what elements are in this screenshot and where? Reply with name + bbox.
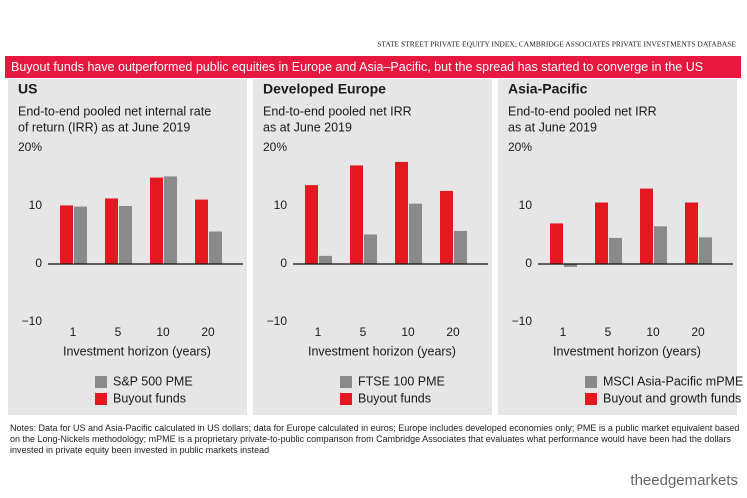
y-tick-label: 10 <box>274 198 288 212</box>
legend-swatch <box>585 393 597 405</box>
bar <box>164 176 177 264</box>
legend-swatch <box>95 376 107 388</box>
bar <box>454 230 467 264</box>
bar <box>150 177 163 264</box>
x-axis-label: Investment horizon (years) <box>308 344 456 358</box>
legend-label: MSCI Asia-Pacific mPME <box>603 374 743 388</box>
panel-subtitle: as at June 2019 <box>508 120 597 134</box>
x-tick-label: 5 <box>605 325 612 339</box>
y-tick-label: 0 <box>35 256 42 270</box>
bar <box>609 237 622 264</box>
watermark: theedgemarkets <box>630 472 738 489</box>
y-tick-label: 10 <box>29 198 43 212</box>
panel-subtitle: End-to-end pooled net IRR <box>263 104 412 118</box>
x-tick-label: 1 <box>70 325 77 339</box>
bar <box>550 223 563 264</box>
x-axis-label: Investment horizon (years) <box>63 344 211 358</box>
panel-title: Developed Europe <box>263 81 386 97</box>
headline: Buyout funds have outperformed public eq… <box>11 60 703 74</box>
notes-box: Notes: Data for US and Asia-Pacific calc… <box>10 423 740 455</box>
panel-title: US <box>18 81 37 97</box>
y-tick-label: 20% <box>263 140 287 154</box>
bar <box>209 231 222 264</box>
x-tick-label: 10 <box>646 325 660 339</box>
bar <box>440 190 453 264</box>
notes: Notes: Data for US and Asia-Pacific calc… <box>10 423 740 455</box>
panel-subtitle: of return (IRR) as at June 2019 <box>18 120 190 134</box>
y-tick-label: 0 <box>525 256 532 270</box>
bar <box>409 203 422 264</box>
bar <box>699 237 712 264</box>
legend-swatch <box>340 376 352 388</box>
legend-swatch <box>340 393 352 405</box>
bar <box>640 188 653 264</box>
legend-label: Buyout funds <box>358 391 431 405</box>
x-tick-label: 20 <box>691 325 705 339</box>
x-axis-label: Investment horizon (years) <box>553 344 701 358</box>
bar <box>395 161 408 264</box>
x-tick-label: 5 <box>115 325 122 339</box>
source: STATE STREET PRIVATE EQUITY INDEX; CAMBR… <box>377 40 736 49</box>
legend-label: FTSE 100 PME <box>358 374 445 388</box>
legend-label: S&P 500 PME <box>113 374 193 388</box>
legend-label: Buyout and growth funds <box>603 391 741 405</box>
bar <box>195 199 208 264</box>
bar <box>60 205 73 264</box>
bar <box>74 206 87 264</box>
y-tick-label: −10 <box>512 314 533 328</box>
x-tick-label: 10 <box>401 325 415 339</box>
bar <box>595 202 608 264</box>
y-tick-label: 20% <box>18 140 42 154</box>
legend-label: Buyout funds <box>113 391 186 405</box>
headline-banner <box>5 56 741 78</box>
bar <box>654 226 667 264</box>
x-tick-label: 1 <box>560 325 567 339</box>
bar <box>305 185 318 264</box>
bar <box>685 202 698 264</box>
x-tick-label: 20 <box>446 325 460 339</box>
legend-swatch <box>585 376 597 388</box>
panel-subtitle: End-to-end pooled net IRR <box>508 104 657 118</box>
bar <box>105 198 118 264</box>
y-tick-label: 20% <box>508 140 532 154</box>
bar <box>319 255 332 264</box>
panel-title: Asia-Pacific <box>508 81 588 97</box>
bar <box>564 264 577 267</box>
y-tick-label: 10 <box>519 198 533 212</box>
y-tick-label: −10 <box>22 314 43 328</box>
bar <box>364 234 377 264</box>
x-tick-label: 20 <box>201 325 215 339</box>
x-tick-label: 5 <box>360 325 367 339</box>
y-tick-label: −10 <box>267 314 288 328</box>
panel-subtitle: as at June 2019 <box>263 120 352 134</box>
legend-swatch <box>95 393 107 405</box>
bar <box>350 165 363 264</box>
y-tick-label: 0 <box>280 256 287 270</box>
x-tick-label: 1 <box>315 325 322 339</box>
bar <box>119 206 132 264</box>
panel-subtitle: End-to-end pooled net internal rate <box>18 104 211 118</box>
x-tick-label: 10 <box>156 325 170 339</box>
